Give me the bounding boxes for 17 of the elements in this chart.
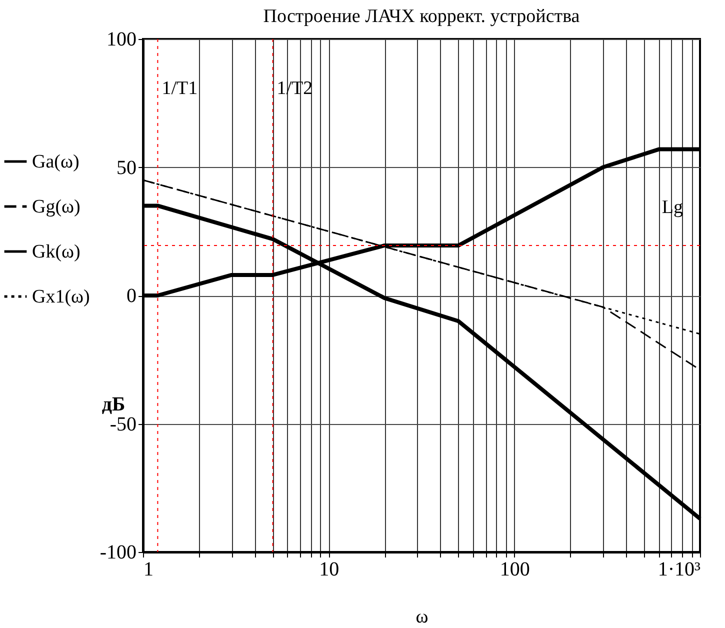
ref-line-label: 1/T1 <box>162 78 198 99</box>
x-tick-label: 1·10³ <box>658 558 701 580</box>
legend-label: Gx1(ω) <box>32 286 90 308</box>
y-tick-label: 0 <box>126 285 136 307</box>
y-tick-label: 100 <box>106 28 136 50</box>
y-tick-label: -100 <box>100 542 136 564</box>
legend-label: Gk(ω) <box>32 242 80 262</box>
legend-label: Ga(ω) <box>32 152 80 172</box>
x-axis-title: ω <box>416 606 428 628</box>
y-tick-label: 50 <box>116 156 136 179</box>
x-tick-label: 100 <box>500 558 530 580</box>
y-tick-label: -50 <box>110 413 136 436</box>
chart-title: Построение ЛАЧХ коррект. устройства <box>263 6 580 27</box>
x-tick-label: 1 <box>144 558 154 580</box>
legend-label: Gg(ω) <box>32 196 80 218</box>
y-axis-title: дБ <box>102 394 126 416</box>
x-tick-label: 10 <box>319 558 340 580</box>
